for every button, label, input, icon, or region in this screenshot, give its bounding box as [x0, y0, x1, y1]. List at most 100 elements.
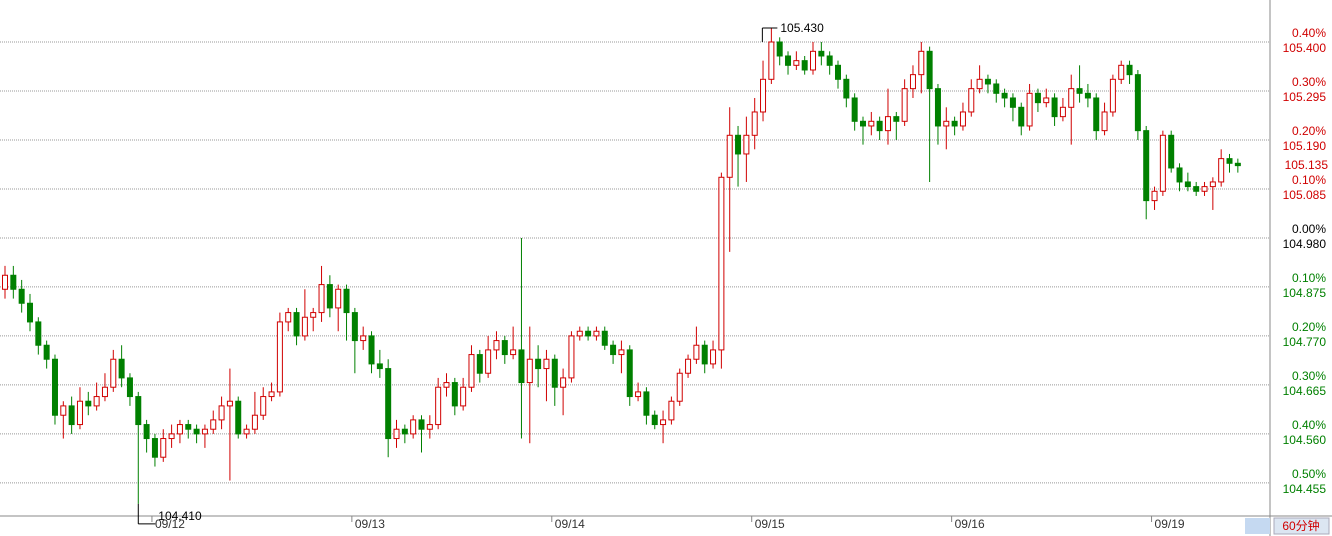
candle-body	[843, 78, 850, 99]
candle-body	[851, 97, 858, 122]
candle-body	[768, 41, 775, 80]
candle-body	[218, 405, 225, 421]
candle-body	[18, 288, 25, 304]
candle-body	[826, 55, 833, 66]
pct-label: 0.30%	[1292, 75, 1326, 89]
y-tick-label: 104.770	[1283, 335, 1327, 349]
candle-body	[118, 358, 125, 379]
candle-body	[93, 396, 100, 407]
candle-body	[260, 396, 267, 416]
candle-body	[418, 419, 425, 430]
candle-body	[710, 349, 717, 365]
candle-body	[835, 64, 841, 80]
candle-body	[1076, 88, 1083, 94]
period-label[interactable]: 60分钟	[1282, 518, 1319, 533]
candle-body	[685, 358, 692, 374]
candle-body	[810, 50, 817, 71]
candle-body	[518, 349, 525, 384]
candle-body	[485, 349, 492, 374]
y-tick-label: 104.875	[1283, 286, 1327, 300]
x-tick-label: 09/15	[755, 517, 785, 531]
candle-body	[1009, 97, 1016, 108]
candle-body	[576, 330, 583, 337]
candle-body	[510, 349, 517, 356]
y-tick-label: 104.560	[1283, 433, 1327, 447]
candle-body	[560, 377, 567, 388]
candle-body	[376, 363, 383, 370]
candle-body	[26, 302, 33, 323]
candle-body	[1018, 106, 1025, 127]
candle-body	[618, 349, 625, 356]
candle-body	[1059, 106, 1066, 118]
pct-label: 0.40%	[1292, 26, 1326, 40]
candle-body	[60, 405, 67, 416]
x-tick-label: 09/13	[355, 517, 385, 531]
candle-body	[360, 335, 367, 342]
candle-body	[1159, 134, 1166, 192]
candle-body	[1143, 130, 1150, 202]
x-tick-label: 09/19	[1155, 517, 1185, 531]
candle-body	[76, 400, 83, 426]
y-tick-label: 104.455	[1283, 482, 1327, 496]
candle-body	[909, 74, 916, 90]
candle-body	[193, 428, 200, 435]
candle-body	[43, 344, 50, 360]
candle-body	[2, 274, 8, 290]
period-button[interactable]	[1273, 517, 1330, 535]
candle-body	[268, 391, 275, 398]
candle-body	[876, 120, 883, 132]
pct-label: 0.20%	[1292, 320, 1326, 334]
candle-body	[343, 288, 350, 314]
y-tick-label: 105.085	[1283, 188, 1327, 202]
candle-body	[726, 134, 733, 178]
candle-body	[1001, 92, 1008, 99]
candle-body	[226, 400, 233, 407]
scroll-handle[interactable]	[1245, 518, 1270, 534]
candle-body	[859, 120, 866, 127]
pct-label: 0.50%	[1292, 467, 1326, 481]
candle-body	[610, 344, 617, 356]
candle-body	[901, 88, 908, 122]
candle-body	[593, 330, 600, 337]
candle-body	[326, 284, 333, 309]
last-price-label: 105.135	[1285, 158, 1329, 172]
pct-label: 0.10%	[1292, 173, 1326, 187]
candle-body	[668, 400, 675, 421]
candle-body	[585, 330, 592, 337]
low-label: 104.410	[158, 509, 202, 523]
candle-body	[468, 354, 475, 388]
candle-body	[476, 354, 483, 374]
pct-label: 0.20%	[1292, 124, 1326, 138]
candle-body	[285, 312, 292, 323]
candle-body	[651, 414, 658, 426]
candle-body	[351, 312, 358, 342]
candle-body	[460, 386, 467, 407]
candle-body	[968, 88, 975, 113]
candle-body	[493, 340, 500, 351]
candle-body	[335, 288, 342, 309]
candle-body	[693, 344, 700, 360]
candle-body	[801, 60, 808, 71]
candle-body	[318, 284, 325, 314]
candle-body	[451, 382, 458, 407]
candle-body	[993, 83, 1000, 94]
candle-body	[818, 50, 825, 57]
candle-body	[251, 414, 258, 430]
candle-body	[401, 428, 408, 435]
candle-body	[1234, 162, 1241, 167]
candle-body	[210, 419, 217, 430]
candle-body	[543, 358, 550, 370]
candle-body	[735, 134, 742, 155]
candle-body	[1118, 64, 1125, 80]
candle-body	[1026, 92, 1033, 127]
candle-body	[601, 330, 608, 346]
y-tick-label: 105.190	[1283, 139, 1327, 153]
candle-body	[135, 396, 142, 426]
candle-body	[760, 78, 767, 113]
y-tick-label: 104.665	[1283, 384, 1327, 398]
candle-body	[293, 312, 300, 337]
candle-body	[551, 358, 558, 388]
high-label: 105.430	[780, 21, 824, 35]
candle-body	[501, 340, 508, 356]
candle-body	[1226, 158, 1233, 164]
